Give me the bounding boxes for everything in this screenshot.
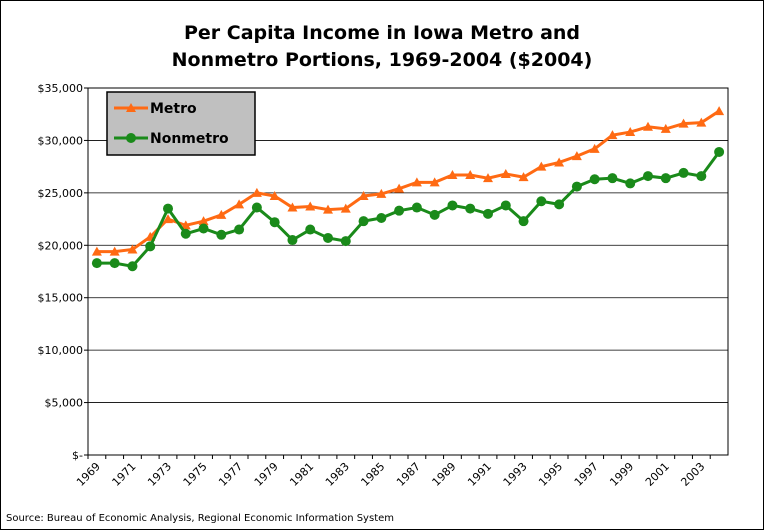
data-marker [589,174,600,185]
data-marker [429,209,440,220]
data-marker [269,191,280,201]
data-marker [358,191,369,201]
y-tick-label: $5,000 [45,397,84,410]
data-marker [216,229,227,240]
data-marker [465,203,476,214]
data-marker [483,208,493,219]
data-marker [127,244,138,254]
data-marker [305,201,316,211]
data-marker [714,146,725,157]
data-marker [554,157,565,167]
data-marker [287,202,298,212]
data-marker [216,209,227,219]
chart-title: Per Capita Income in Iowa Metro and [184,22,580,44]
data-marker [678,167,689,178]
y-tick-label: $15,000 [38,292,84,305]
data-marker [145,241,156,252]
data-marker [465,170,476,180]
data-marker [198,216,209,226]
data-marker [660,173,671,184]
data-marker [234,199,245,209]
data-marker [607,173,618,184]
legend-label: Metro [150,101,197,117]
data-marker [447,200,458,211]
data-marker [411,177,422,187]
data-marker [536,161,547,171]
data-marker [198,223,209,234]
data-marker [500,200,511,211]
data-marker [340,203,351,213]
data-marker [91,246,102,256]
data-marker [127,261,138,272]
source-note: Source: Bureau of Economic Analysis, Reg… [6,513,394,524]
legend-box [106,91,256,156]
y-tick-label: $25,000 [38,187,84,200]
data-marker [483,173,493,183]
data-marker [571,151,582,161]
data-marker [163,203,173,214]
data-marker [180,228,191,239]
data-marker [429,177,440,187]
data-marker [180,220,191,230]
data-marker [109,246,120,256]
data-marker [394,205,405,216]
data-marker [340,236,351,247]
y-tick-label: $20,000 [38,239,84,252]
data-marker [126,103,136,112]
data-marker [518,172,529,182]
data-marker [394,183,405,193]
data-marker [589,143,600,153]
data-marker [305,224,316,235]
data-marker [358,216,369,227]
data-marker [625,127,636,137]
data-marker [447,170,458,180]
data-marker [554,199,565,210]
data-marker [696,117,707,127]
data-marker [269,217,280,228]
chart-title: Nonmetro Portions, 1969-2004 ($2004) [172,49,593,71]
data-marker [251,187,262,197]
data-marker [91,258,102,269]
data-marker [518,216,529,227]
data-marker [376,213,387,224]
data-marker [643,121,653,131]
data-marker [678,118,689,128]
y-tick-label: $30,000 [38,134,84,147]
data-marker [696,171,707,182]
data-marker [126,133,136,143]
legend-label: Nonmetro [150,131,229,147]
data-marker [643,171,653,182]
data-marker [714,106,725,116]
data-marker [163,214,173,224]
data-marker [500,168,511,178]
data-marker [571,181,582,192]
data-marker [376,188,387,198]
data-marker [607,130,618,140]
data-marker [251,202,262,213]
y-tick-label: $10,000 [38,344,84,357]
data-marker [234,224,245,235]
y-tick-label: $35,000 [38,82,84,95]
data-marker [323,232,333,243]
data-marker [287,235,298,246]
data-marker [411,202,422,213]
data-marker [625,178,636,189]
data-marker [536,196,547,207]
data-marker [109,258,120,269]
y-tick-label: $- [72,449,83,462]
data-marker [323,204,333,214]
data-marker [660,123,671,133]
